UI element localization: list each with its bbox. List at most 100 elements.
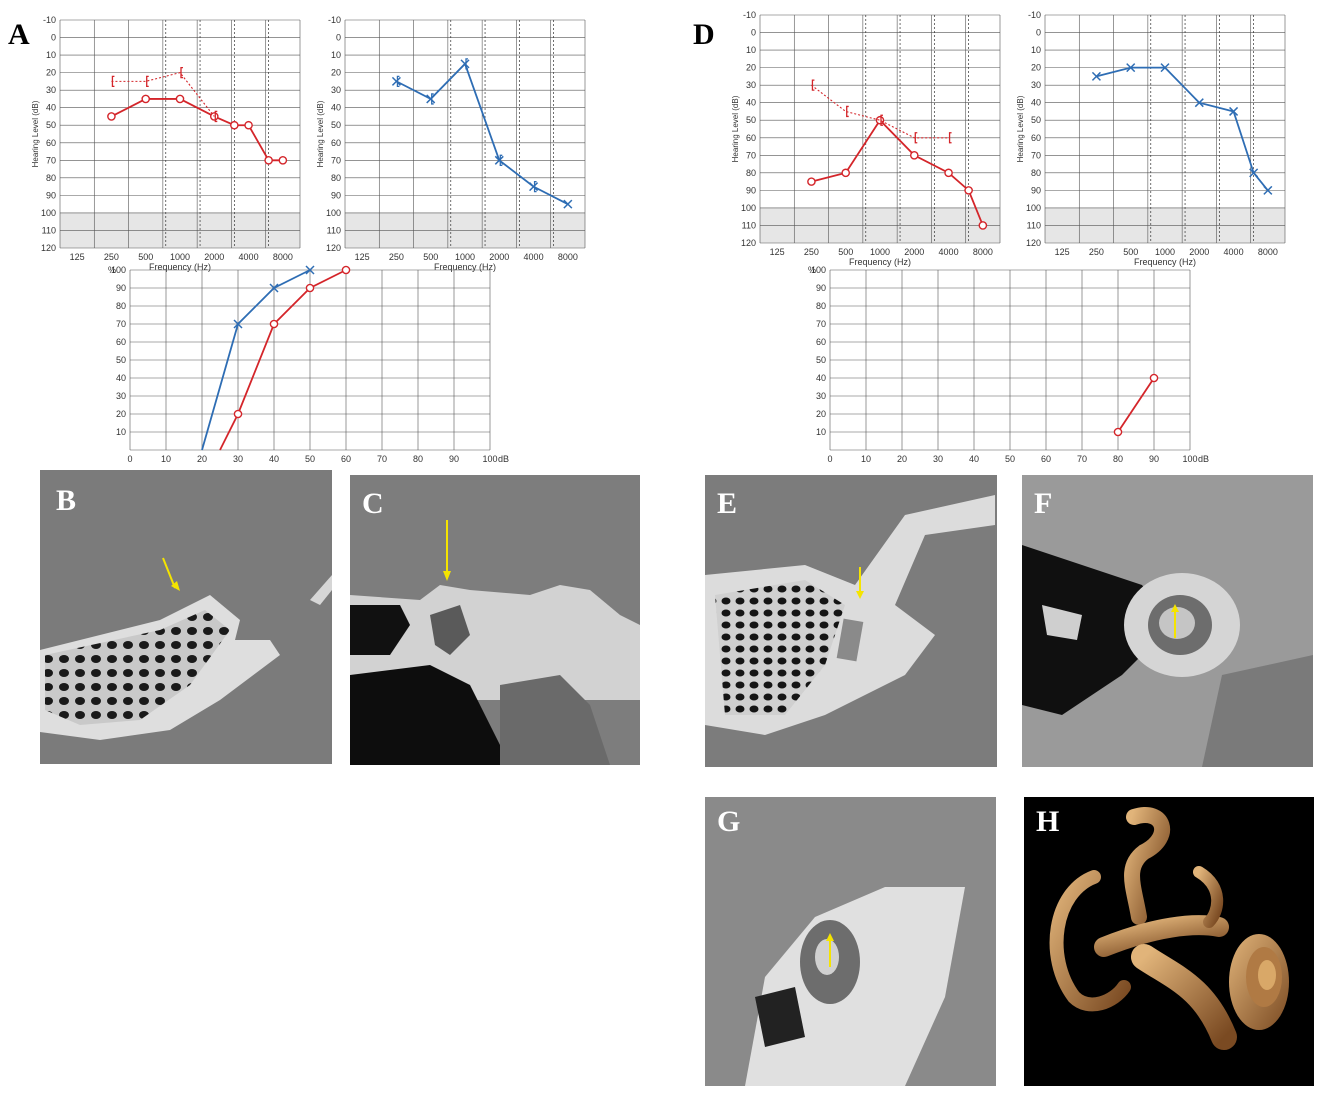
x-tick-label: 70 <box>1077 454 1087 464</box>
x-axis-label: Frequency (Hz) <box>434 262 496 272</box>
x-tick-label: 250 <box>389 252 404 262</box>
y-tick-label: 70 <box>331 155 341 165</box>
y-axis-label: Hearing Level (dB) <box>31 100 40 167</box>
x-tick-label: 2000 <box>489 252 509 262</box>
ct-image-f: F <box>1022 475 1313 767</box>
data-point-circle <box>978 221 988 230</box>
x-tick-label: 80 <box>413 454 423 464</box>
y-tick-label: 60 <box>331 138 341 148</box>
audiogram-a-right-ear: -10 0 10 20 30 40 50 60 70 80 90 100 110 120 125 250 500… <box>31 15 301 272</box>
y-tick-label: 30 <box>331 85 341 95</box>
y-tick-label: 120 <box>326 243 341 253</box>
x-tick-label: 70 <box>377 454 387 464</box>
data-point-bracket <box>431 93 434 105</box>
x-tick-label: 100 <box>1182 454 1197 464</box>
x-tick-label: 8000 <box>558 252 578 262</box>
data-point-x <box>460 59 470 69</box>
x-tick-label: 30 <box>233 454 243 464</box>
series-line <box>811 84 949 139</box>
data-point-circle <box>875 115 885 125</box>
y-tick-label: 90 <box>331 190 341 200</box>
y-tick-label: 50 <box>816 355 826 365</box>
y-tick-label: 90 <box>46 190 56 200</box>
data-point-bracket <box>880 114 883 126</box>
data-point-circle <box>964 186 973 195</box>
data-point-x <box>305 265 315 275</box>
x-tick-label: 250 <box>104 252 119 262</box>
arrow-icon <box>162 557 176 589</box>
data-point-x <box>563 199 573 209</box>
ct-image-e: E <box>705 475 997 767</box>
y-tick-label: 10 <box>116 427 126 437</box>
y-tick-label: 80 <box>746 168 756 178</box>
y-tick-label: 60 <box>46 138 56 148</box>
y-unit-label: % <box>108 265 116 275</box>
x-tick-label: 8000 <box>973 247 993 257</box>
x-tick-label: 20 <box>197 454 207 464</box>
x-tick-label: 10 <box>161 454 171 464</box>
data-point-circle <box>305 283 315 293</box>
y-tick-label: 110 <box>327 225 341 235</box>
y-tick-label: 100 <box>111 265 126 275</box>
panel-label-f: F <box>1034 487 1053 520</box>
y-tick-label: 50 <box>331 120 341 130</box>
x-tick-label: 250 <box>1089 247 1104 257</box>
x-tick-label: 20 <box>897 454 907 464</box>
x-tick-label: 500 <box>1123 247 1138 257</box>
y-tick-label: 50 <box>746 115 756 125</box>
y-tick-label: 100 <box>1026 203 1041 213</box>
y-tick-label: 120 <box>41 243 56 253</box>
series-line <box>396 62 569 205</box>
x-tick-label: 500 <box>138 252 153 262</box>
data-point-circle <box>107 112 116 121</box>
3d-inner-ear-image-h: H <box>1024 797 1314 1086</box>
y-tick-label: 90 <box>746 185 756 195</box>
y-tick-label: 70 <box>116 319 126 329</box>
series-line <box>111 98 283 162</box>
series-line <box>201 269 311 451</box>
y-tick-label: 60 <box>816 337 826 347</box>
y-tick-label: 70 <box>746 150 756 160</box>
data-point-circle <box>233 409 243 419</box>
x-tick-label: 8000 <box>1258 247 1278 257</box>
data-point-circle <box>1149 373 1159 383</box>
x-tick-label: 50 <box>1005 454 1015 464</box>
data-point-circle <box>944 168 953 178</box>
y-tick-label: 120 <box>741 238 756 248</box>
y-axis-label: Hearing Level (dB) <box>1016 95 1025 162</box>
y-tick-label: 110 <box>42 225 56 235</box>
y-tick-label: -10 <box>1028 10 1041 20</box>
x-unit-label: dB <box>498 454 509 464</box>
data-point-bracket <box>533 180 537 193</box>
y-tick-label: 110 <box>742 220 756 230</box>
audiogram-a-left-ear: -10 0 10 20 30 40 50 60 70 80 90 100 110 120 125 250 500… <box>316 15 586 272</box>
y-tick-label: 100 <box>41 208 56 218</box>
panel-label-c: C <box>362 487 384 520</box>
y-tick-label: 40 <box>46 103 56 113</box>
y-tick-label: 120 <box>1026 238 1041 248</box>
panel-label-b: B <box>56 484 77 517</box>
y-tick-label: -10 <box>328 15 341 25</box>
y-tick-label: 0 <box>51 33 56 43</box>
x-tick-label: 2000 <box>904 247 924 257</box>
speech-chart-a: 0 10 20 30 40 50 60 70 80 90 100 10 20 30 40 50 60 70 80 90… <box>108 265 509 464</box>
data-point-x <box>494 155 504 165</box>
x-tick-label: 125 <box>770 247 785 257</box>
y-axis-label: Hearing Level (dB) <box>316 100 325 167</box>
y-tick-label: 20 <box>46 68 56 78</box>
data-point-bracket <box>111 75 115 88</box>
data-point-circle <box>841 168 851 178</box>
data-point-x <box>529 182 539 192</box>
data-point-bracket <box>499 154 503 166</box>
x-tick-label: 60 <box>1041 454 1051 464</box>
audiogram-d-left-ear: -10 0 10 20 30 40 50 60 70 80 90 100 110 120 125 250 500… <box>1016 10 1286 267</box>
data-point-circle <box>141 94 151 104</box>
data-point-x <box>1229 106 1239 116</box>
data-point-bracket <box>948 132 952 144</box>
y-tick-label: 80 <box>816 301 826 311</box>
x-tick-label: 80 <box>1113 454 1123 464</box>
y-tick-label: 60 <box>1031 133 1041 143</box>
x-tick-label: 500 <box>838 247 853 257</box>
y-tick-label: 40 <box>116 373 126 383</box>
x-tick-label: 30 <box>933 454 943 464</box>
